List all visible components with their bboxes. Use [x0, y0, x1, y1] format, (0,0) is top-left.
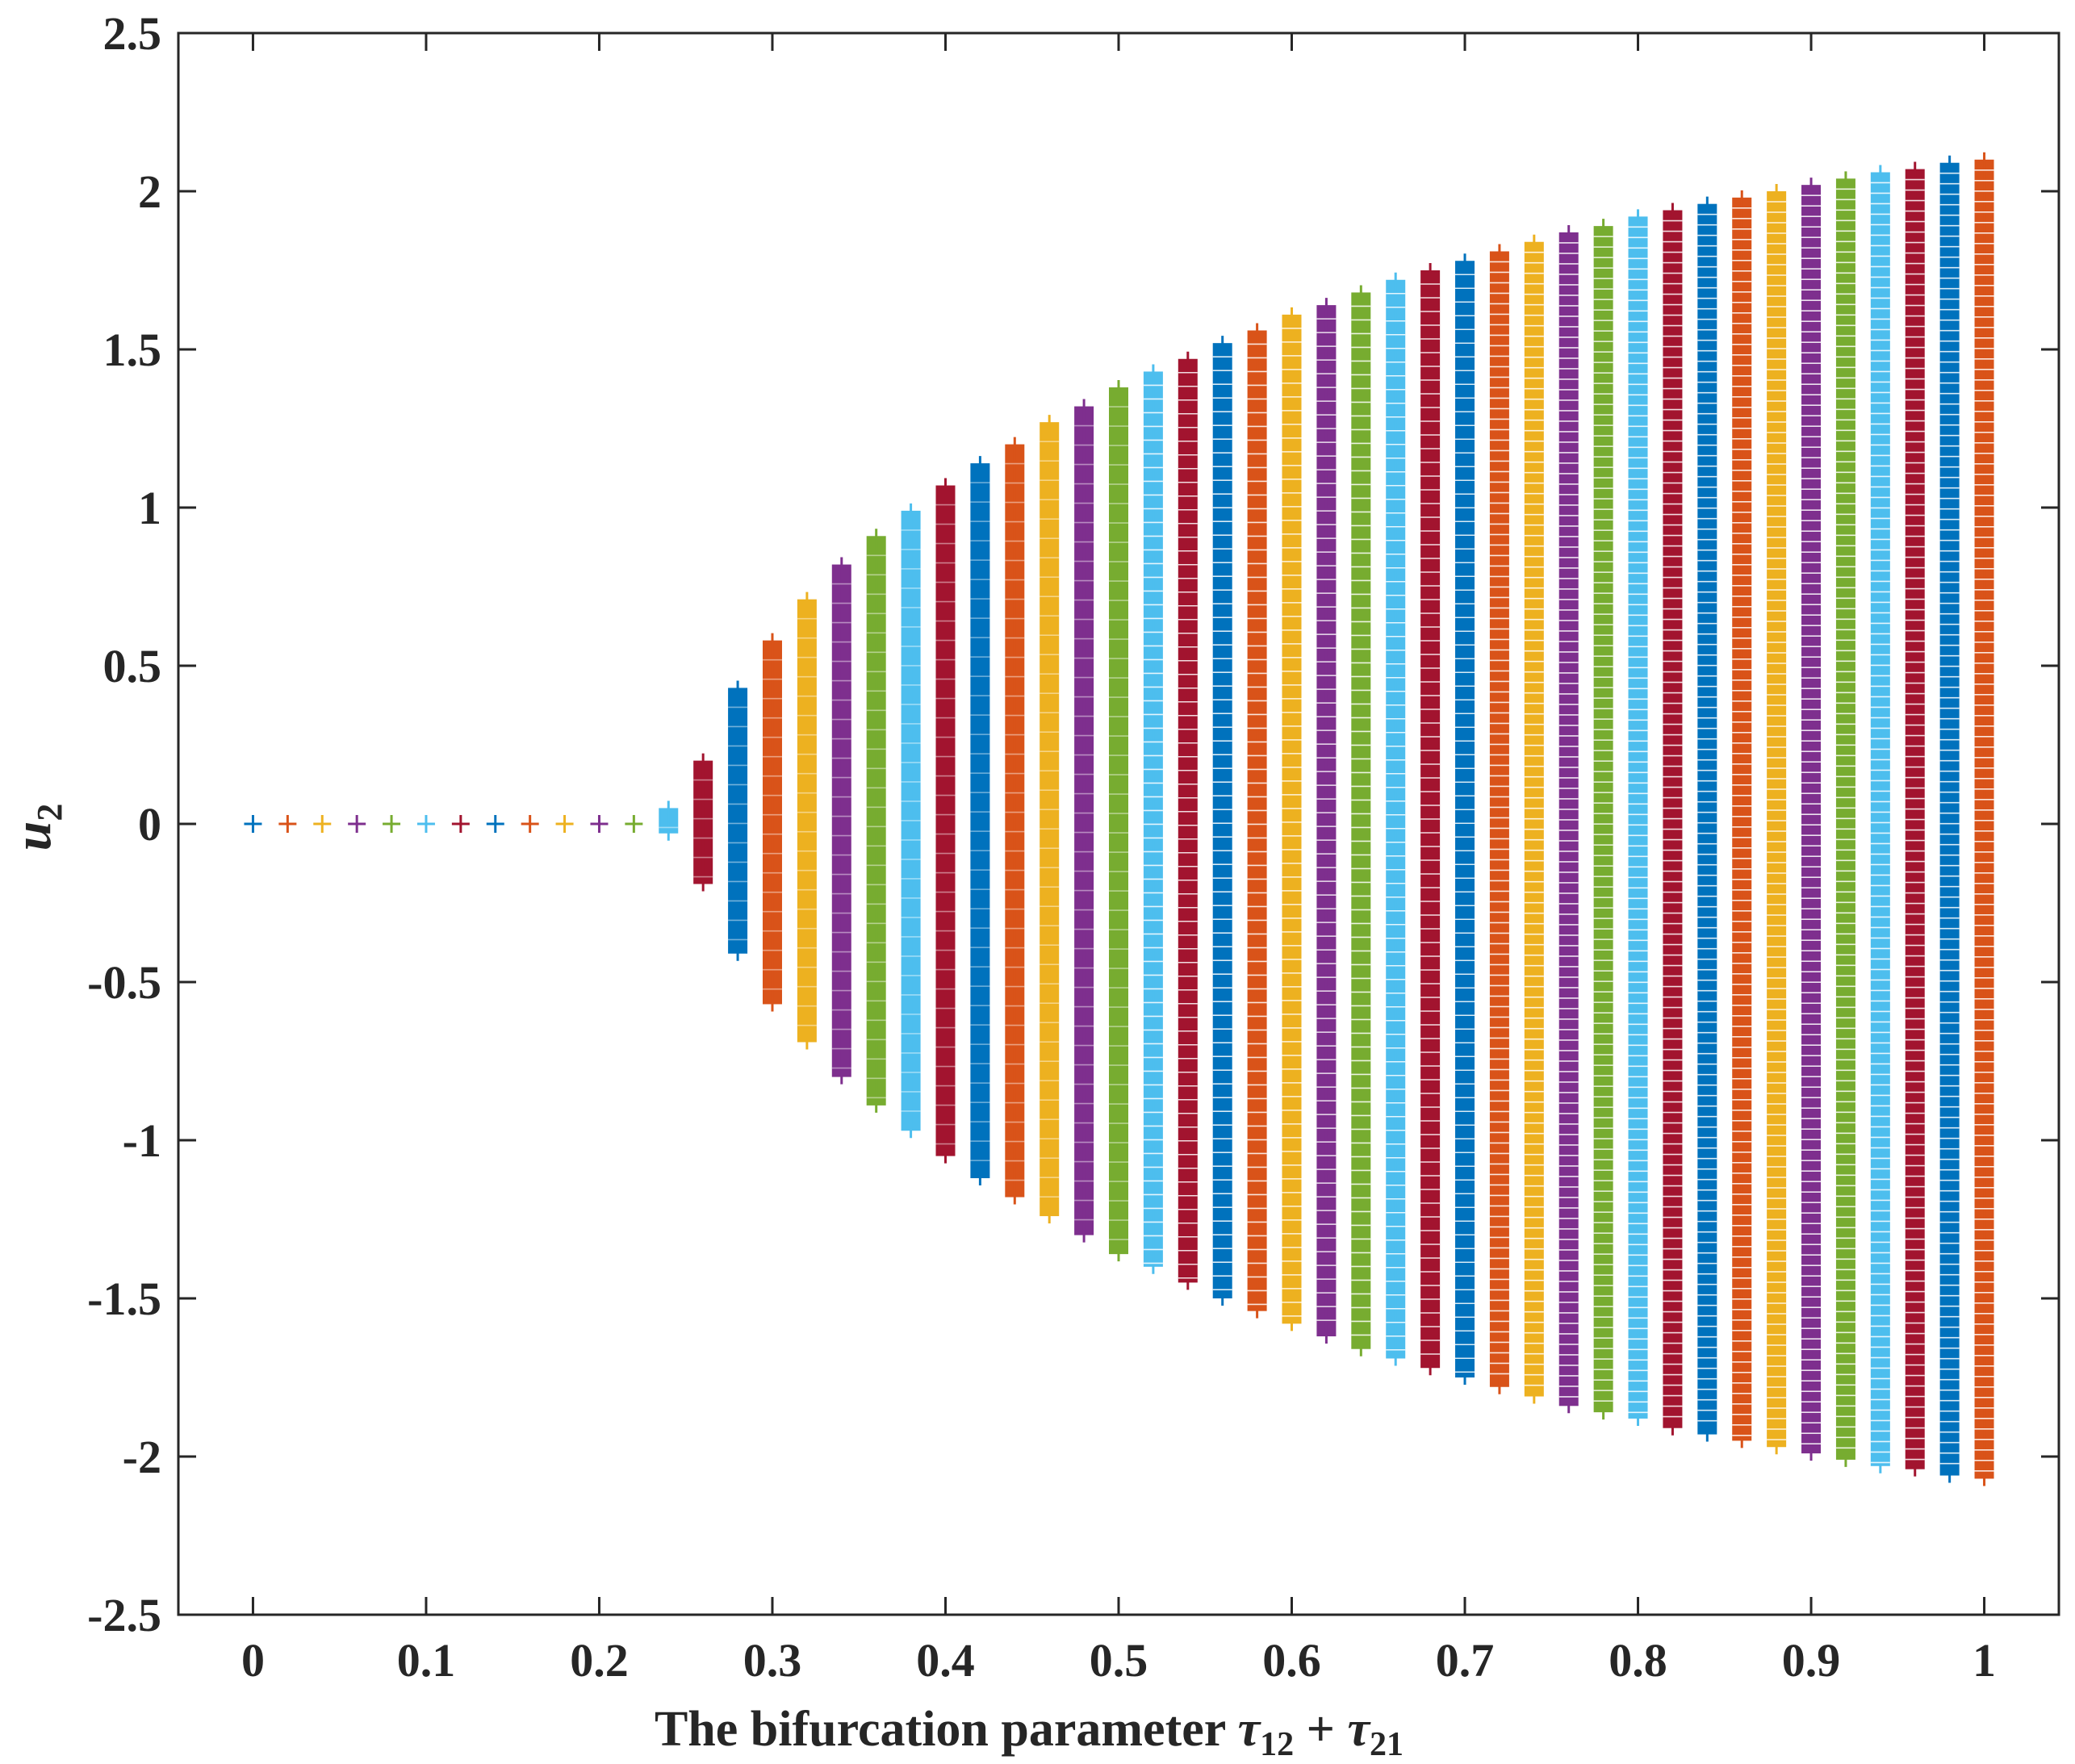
series-39 — [1593, 219, 1613, 1420]
x-tick-label: 0.6 — [1262, 1634, 1321, 1687]
x-tick-label: 0.8 — [1609, 1634, 1667, 1687]
series-20 — [935, 478, 956, 1164]
y-tick-label: 0 — [138, 798, 161, 851]
series-14 — [728, 680, 748, 961]
series-27 — [1178, 351, 1198, 1290]
series-26 — [1143, 364, 1163, 1274]
series-4 — [383, 815, 401, 833]
x-tick-label: 0.4 — [916, 1634, 975, 1687]
x-axis-title-operator: + — [1294, 1702, 1347, 1757]
series-38 — [1558, 224, 1579, 1414]
series-15 — [762, 633, 782, 1012]
series-42 — [1697, 196, 1717, 1442]
series-44 — [1767, 184, 1787, 1455]
x-tick-label: 0.7 — [1436, 1634, 1495, 1687]
series-5 — [416, 815, 435, 833]
series-48 — [1905, 161, 1925, 1477]
series-50 — [1974, 152, 1994, 1486]
series-1 — [278, 815, 297, 833]
series-18 — [866, 529, 886, 1113]
series-46 — [1835, 171, 1855, 1467]
series-33 — [1386, 272, 1406, 1366]
series-49 — [1939, 155, 1960, 1483]
series-7 — [486, 815, 504, 833]
y-axis-title: u2 — [3, 804, 69, 851]
series-32 — [1351, 285, 1371, 1356]
y-tick-label: -1.5 — [87, 1273, 161, 1325]
series-2 — [313, 815, 332, 833]
series-37 — [1524, 234, 1544, 1404]
series-8 — [521, 815, 539, 833]
y-axis-title-sub: 2 — [30, 804, 69, 821]
series-34 — [1420, 263, 1441, 1376]
series-47 — [1870, 165, 1890, 1473]
y-tick-label: -2 — [123, 1431, 161, 1483]
x-tick-label: 0.9 — [1782, 1634, 1841, 1687]
x-tick-label: 0.3 — [743, 1634, 802, 1687]
y-tick-label: -0.5 — [87, 956, 161, 1009]
series-11 — [625, 815, 643, 833]
series-29 — [1247, 323, 1267, 1319]
x-axis-title-sub-1: 12 — [1260, 1726, 1294, 1763]
series-6 — [451, 815, 470, 833]
x-axis-ticks: 0 0.1 0.2 0.3 0.4 0.5 0.6 0.7 0.8 0.9 1 — [241, 33, 1996, 1687]
x-axis-title-text: The bifurcation parameter — [655, 1702, 1238, 1757]
y-tick-label: 2.5 — [103, 7, 162, 60]
x-axis-title: The bifurcation parameter τ12 + τ21 — [655, 1702, 1404, 1763]
series-41 — [1663, 203, 1683, 1436]
series-12 — [659, 800, 679, 841]
series-0 — [244, 815, 262, 833]
series-23 — [1040, 415, 1060, 1224]
series-9 — [555, 815, 574, 833]
y-tick-label: -1 — [123, 1114, 161, 1167]
series-31 — [1316, 298, 1337, 1344]
series-36 — [1489, 244, 1509, 1394]
series-3 — [348, 815, 366, 833]
x-axis-title-var-2: τ — [1348, 1702, 1372, 1757]
series-21 — [970, 456, 990, 1186]
series-40 — [1628, 209, 1648, 1426]
series-43 — [1732, 190, 1752, 1448]
series-17 — [831, 557, 851, 1085]
x-tick-label: 0.5 — [1090, 1634, 1148, 1687]
series-24 — [1074, 399, 1094, 1243]
x-tick-label: 1 — [1973, 1634, 1996, 1687]
series-layer — [244, 152, 1994, 1486]
series-13 — [693, 753, 713, 892]
x-tick-label: 0 — [241, 1634, 265, 1687]
y-tick-label: 1.5 — [103, 324, 162, 376]
y-axis-title-var: u — [3, 821, 62, 851]
y-tick-label: -2.5 — [87, 1589, 161, 1641]
series-16 — [797, 591, 817, 1050]
x-axis-title-var-1: τ — [1238, 1702, 1262, 1757]
y-axis-ticks: 2.5 2 1.5 1 0.5 0 -0.5 -1 -1.5 -2 -2.5 — [87, 7, 2059, 1641]
series-30 — [1282, 307, 1302, 1331]
y-tick-label: 1 — [138, 482, 161, 534]
y-tick-label: 0.5 — [103, 640, 162, 692]
series-10 — [590, 815, 609, 833]
y-tick-label: 2 — [138, 165, 161, 218]
series-22 — [1005, 437, 1025, 1205]
x-axis-title-sub-2: 21 — [1370, 1726, 1404, 1763]
x-tick-label: 0.1 — [397, 1634, 456, 1687]
series-19 — [901, 503, 921, 1139]
series-45 — [1801, 178, 1822, 1461]
series-28 — [1212, 336, 1232, 1306]
x-tick-label: 0.2 — [570, 1634, 629, 1687]
series-25 — [1109, 380, 1128, 1262]
series-35 — [1455, 253, 1475, 1385]
